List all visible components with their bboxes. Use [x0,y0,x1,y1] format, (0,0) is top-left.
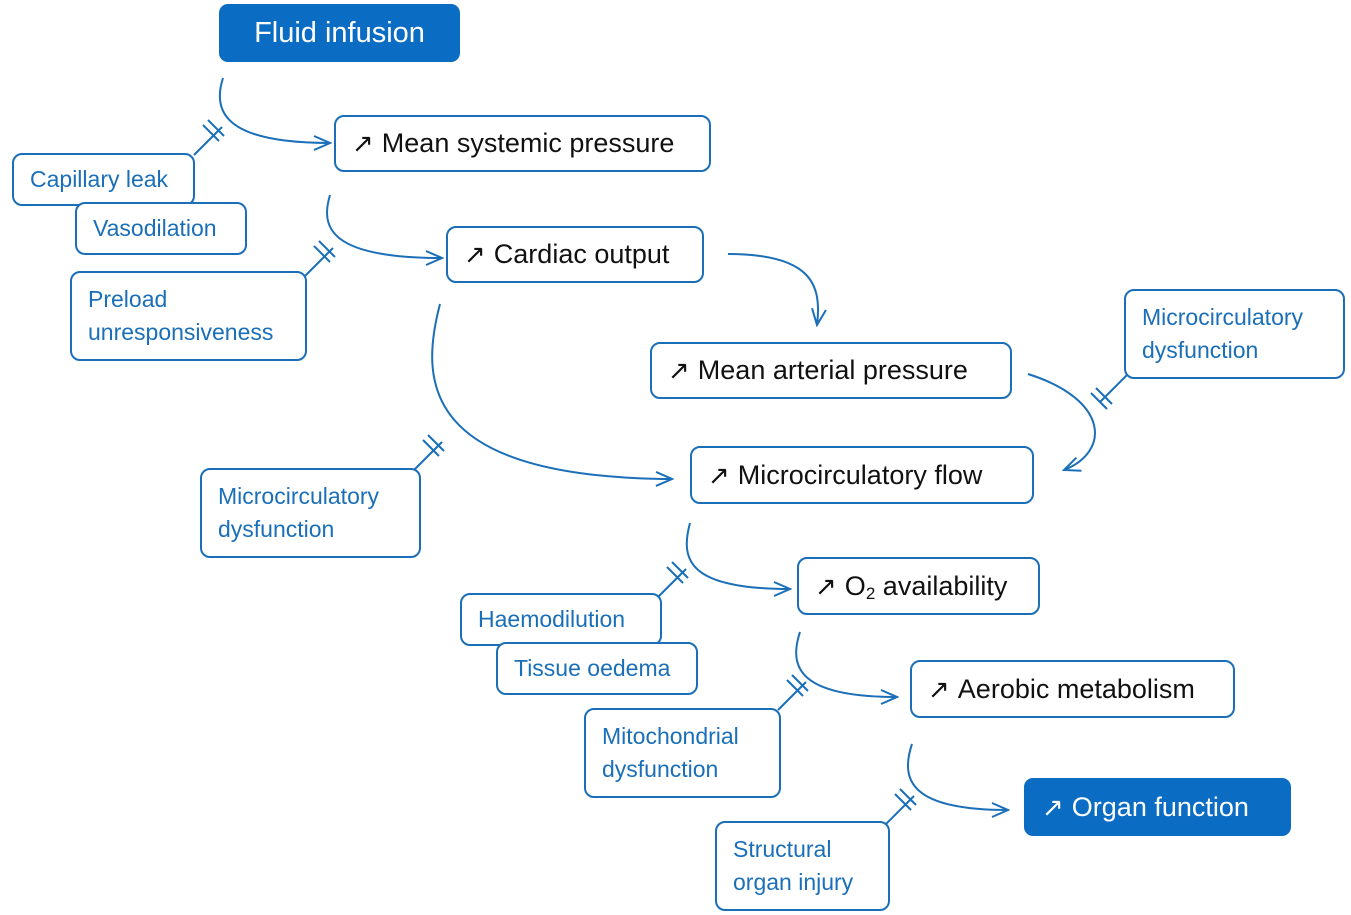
arrow-co-to-map [727,253,818,325]
node-msp-label: Mean systemic pressure [381,128,675,158]
node-cardiac-output: ↗ Cardiac output [446,226,704,283]
arrow-map-to-micro-flow [1027,373,1096,470]
node-organ-label: Organ function [1071,791,1249,822]
inhibitor-structural-organ-injury: Structural organ injury [715,821,890,911]
node-fluid-infusion-label: Fluid infusion [254,16,425,49]
node-organ-function: ↗ Organ function [1024,778,1291,836]
inhibitor-vasodilation: Vasodilation [75,202,247,255]
arrow-aerobic-to-organ [907,743,1008,810]
inhibitor-tissue-oedema: Tissue oedema [496,642,698,695]
node-o2-availability: ↗ O2 availability [797,557,1040,615]
inhibitor-microcirculatory-dysfunction-right: Microcirculatory dysfunction [1124,289,1345,379]
inhibit-line-micro-right [1099,373,1129,403]
inhibitor-microcirculatory-dysfunction-left: Microcirculatory dysfunction [200,468,421,558]
increase-arrow-icon: ↗ [352,128,374,158]
node-co-label: Cardiac output [493,239,670,269]
node-mean-systemic-pressure: ↗ Mean systemic pressure [334,115,711,172]
arrow-fluid-to-msp [218,77,330,143]
inhibitor-capillary-leak: Capillary leak [12,153,195,206]
node-aerobic-label: Aerobic metabolism [957,673,1195,704]
arrow-co-to-micro-flow [431,303,672,479]
increase-arrow-icon: ↗ [928,673,950,704]
node-aerobic-metabolism: ↗ Aerobic metabolism [910,660,1235,718]
inhibitor-preload-unresponsiveness: Preload unresponsiveness [70,271,307,361]
inhibitor-mitochondrial-dysfunction: Mitochondrial dysfunction [584,708,781,798]
inhibit-line-preload [304,247,334,277]
inhibit-line-mito [777,681,807,711]
increase-arrow-icon: ↗ [815,570,837,601]
node-microcirculatory-flow: ↗ Microcirculatory flow [690,446,1034,504]
increase-arrow-icon: ↗ [464,239,486,269]
inhibit-line-capillary [193,126,223,156]
node-fluid-infusion: Fluid infusion [219,4,460,62]
node-mean-arterial-pressure: ↗ Mean arterial pressure [650,342,1012,399]
inhibit-line-micro-left [413,441,443,471]
increase-arrow-icon: ↗ [1042,791,1064,822]
node-map-label: Mean arterial pressure [697,355,968,385]
inhibit-line-structural [885,795,915,825]
arrow-o2-to-aerobic [795,631,897,697]
arrow-msp-to-co [326,194,442,258]
inhibit-line-haemodilution [657,568,687,598]
arrow-micro-flow-to-o2 [685,522,790,589]
increase-arrow-icon: ↗ [708,459,730,490]
node-micro-flow-label: Microcirculatory flow [737,459,983,490]
inhibitor-haemodilution: Haemodilution [460,593,662,646]
node-o2-label: O2 availability [844,570,1008,603]
increase-arrow-icon: ↗ [668,355,690,385]
